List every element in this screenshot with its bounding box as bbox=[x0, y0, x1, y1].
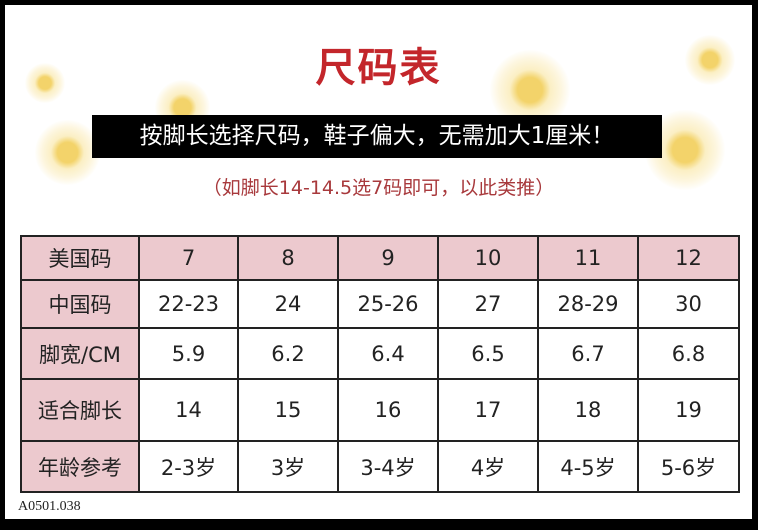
table-cell: 4岁 bbox=[437, 440, 539, 493]
table-cell: 7 bbox=[138, 235, 239, 281]
table-cell: 22-23 bbox=[138, 279, 239, 329]
row-label: 中国码 bbox=[20, 279, 140, 329]
table-cell: 15 bbox=[237, 378, 339, 442]
row-label: 适合脚长 bbox=[20, 378, 140, 442]
page-title: 尺码表 bbox=[315, 45, 442, 91]
table-cell: 17 bbox=[437, 378, 539, 442]
table-cell: 30 bbox=[637, 279, 740, 329]
table-row: 脚宽/CM 5.9 6.2 6.4 6.5 6.7 6.8 bbox=[20, 327, 740, 380]
table-cell: 6.2 bbox=[237, 327, 339, 380]
table-cell: 25-26 bbox=[337, 279, 439, 329]
table-cell: 28-29 bbox=[537, 279, 639, 329]
table-cell: 3岁 bbox=[237, 440, 339, 493]
table-row: 中国码 22-23 24 25-26 27 28-29 30 bbox=[20, 279, 740, 329]
row-label: 脚宽/CM bbox=[20, 327, 140, 380]
table-cell: 27 bbox=[437, 279, 539, 329]
table-cell: 3-4岁 bbox=[337, 440, 439, 493]
table-row: 年龄参考 2-3岁 3岁 3-4岁 4岁 4-5岁 5-6岁 bbox=[20, 440, 740, 493]
table-cell: 16 bbox=[337, 378, 439, 442]
table-cell: 6.4 bbox=[337, 327, 439, 380]
product-code: A0501.038 bbox=[18, 499, 81, 514]
flower-decoration bbox=[685, 35, 735, 85]
table-cell: 6.7 bbox=[537, 327, 639, 380]
table-cell: 5-6岁 bbox=[637, 440, 740, 493]
size-chart: 尺码表 按脚长选择尺码，鞋子偏大，无需加大1厘米！ （如脚长14-14.5选7码… bbox=[5, 5, 752, 519]
table-cell: 11 bbox=[537, 235, 639, 281]
size-table: 美国码 7 8 9 10 11 12 中国码 22-23 24 25-26 27 28-29 30 脚宽/C… bbox=[20, 235, 740, 493]
table-cell: 14 bbox=[138, 378, 239, 442]
table-cell: 6.5 bbox=[437, 327, 539, 380]
table-cell: 19 bbox=[637, 378, 740, 442]
flower-decoration bbox=[25, 63, 65, 103]
row-label: 美国码 bbox=[20, 235, 140, 281]
table-cell: 2-3岁 bbox=[138, 440, 239, 493]
table-cell: 10 bbox=[437, 235, 539, 281]
subtitle-note: （如脚长14-14.5选7码即可，以此类推） bbox=[202, 177, 555, 199]
notice-banner: 按脚长选择尺码，鞋子偏大，无需加大1厘米！ bbox=[92, 115, 662, 158]
table-cell: 5.9 bbox=[138, 327, 239, 380]
table-cell: 8 bbox=[237, 235, 339, 281]
table-cell: 18 bbox=[537, 378, 639, 442]
table-cell: 24 bbox=[237, 279, 339, 329]
table-row: 适合脚长 14 15 16 17 18 19 bbox=[20, 378, 740, 442]
table-row: 美国码 7 8 9 10 11 12 bbox=[20, 235, 740, 281]
row-label: 年龄参考 bbox=[20, 440, 140, 493]
table-cell: 6.8 bbox=[637, 327, 740, 380]
table-cell: 4-5岁 bbox=[537, 440, 639, 493]
flower-decoration bbox=[35, 120, 100, 185]
table-cell: 12 bbox=[637, 235, 740, 281]
table-cell: 9 bbox=[337, 235, 439, 281]
